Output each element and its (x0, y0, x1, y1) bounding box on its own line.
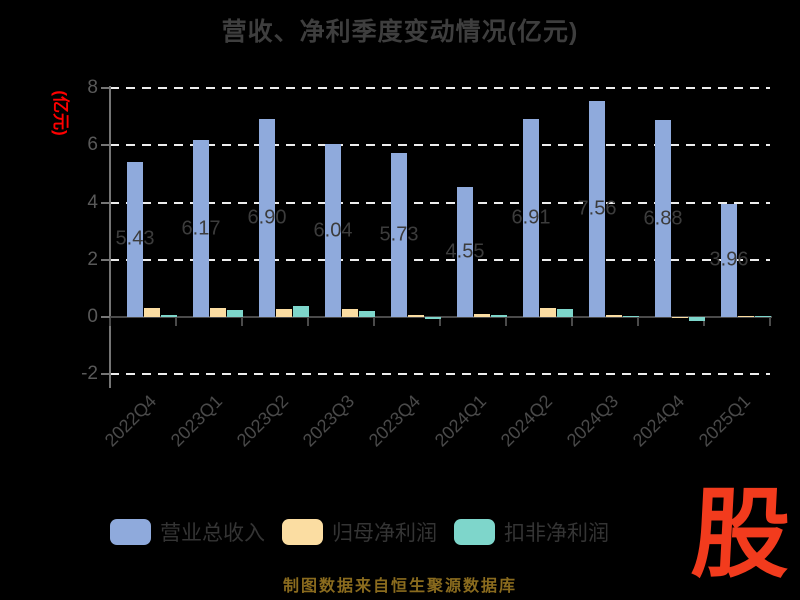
bar-revenue (655, 120, 671, 317)
bar-deducted-net-profit (623, 315, 639, 317)
bar-net-profit (672, 317, 688, 318)
bar-net-profit (210, 308, 226, 317)
bar-value-label: 4.55 (445, 240, 485, 263)
bar-net-profit (738, 315, 754, 317)
x-axis-tick (637, 318, 639, 326)
bar-value-label: 6.91 (511, 206, 551, 229)
y-axis-tick-label: -2 (81, 363, 98, 385)
legend-label-net-profit: 归母净利润 (332, 522, 437, 545)
bar-revenue (457, 186, 473, 317)
chart-title: 营收、净利季度变动情况(亿元) (221, 18, 579, 46)
x-axis-tick (703, 318, 705, 326)
x-axis-tick (505, 318, 507, 326)
bar-value-label: 3.96 (709, 248, 749, 271)
bar-deducted-net-profit (161, 314, 177, 317)
bar-value-label: 7.56 (577, 197, 617, 220)
bar-revenue (721, 203, 737, 317)
stock-watermark-logo: 股 (689, 479, 793, 589)
bar-revenue (325, 144, 341, 317)
x-axis-label: 2024Q2 (496, 391, 557, 451)
y-axis-tick (101, 373, 109, 376)
legend-swatch-deducted-profit-icon (454, 519, 495, 545)
bar-deducted-net-profit (227, 309, 243, 317)
bar-value-label: 6.17 (181, 217, 221, 240)
bar-deducted-net-profit (755, 316, 771, 318)
y-axis-tick-label: 0 (87, 306, 98, 327)
legend-label-deducted-profit: 扣非净利润 (504, 522, 609, 545)
bar-deducted-net-profit (557, 308, 573, 317)
gridline (110, 87, 770, 89)
x-axis-label: 2023Q4 (364, 391, 425, 451)
bar-revenue (193, 140, 209, 317)
x-axis-tick (175, 318, 177, 326)
bar-deducted-net-profit (359, 311, 375, 317)
y-axis-tick (101, 144, 109, 147)
x-axis-label: 2023Q2 (232, 391, 293, 451)
bar-net-profit (408, 315, 424, 317)
bar-revenue (259, 119, 275, 317)
y-axis-tick-label: 2 (87, 248, 98, 270)
legend-item-deducted-profit: 扣非净利润 (454, 517, 609, 547)
x-axis-tick (109, 318, 111, 326)
y-axis-line (109, 86, 111, 388)
bar-value-label: 5.43 (115, 227, 155, 250)
bar-revenue (523, 119, 539, 317)
gridline (110, 258, 770, 261)
gridline (110, 144, 770, 147)
legend-label-revenue: 营业总收入 (160, 522, 265, 545)
x-axis-label: 2023Q3 (298, 391, 359, 451)
bar-revenue (127, 161, 143, 317)
y-axis-tick (101, 258, 109, 261)
x-axis-tick (307, 318, 309, 326)
bar-revenue (589, 100, 605, 317)
x-axis-label: 2024Q3 (562, 391, 623, 451)
y-axis-tick (101, 316, 109, 318)
gridline (110, 373, 770, 376)
bar-net-profit (606, 314, 622, 317)
bar-deducted-net-profit (425, 317, 441, 319)
x-axis-baseline (110, 316, 772, 318)
y-axis-tick (101, 87, 109, 89)
bar-deducted-net-profit (689, 317, 705, 321)
x-axis-tick (439, 318, 441, 326)
legend-item-revenue: 营业总收入 (110, 517, 265, 547)
bar-deducted-net-profit (293, 306, 309, 317)
x-axis-label: 2022Q4 (100, 391, 161, 451)
gridline (110, 201, 770, 204)
y-axis-tick (101, 201, 109, 204)
x-axis-tick (571, 318, 573, 326)
legend-swatch-net-profit-icon (282, 519, 323, 545)
y-axis-tick-label: 8 (87, 77, 98, 98)
bar-net-profit (276, 308, 292, 317)
bar-value-label: 5.73 (379, 223, 419, 246)
x-axis-tick (769, 318, 771, 326)
legend-item-net-profit: 归母净利润 (282, 517, 437, 547)
legend-swatch-revenue-icon (110, 519, 151, 545)
x-axis-label: 2024Q4 (628, 391, 689, 451)
x-axis-tick (241, 318, 243, 326)
bar-net-profit (540, 308, 556, 317)
bar-value-label: 6.88 (643, 207, 683, 230)
x-axis-label: 2023Q1 (166, 391, 227, 451)
chart-legend: 营业总收入 归母净利润 扣非净利润 (110, 517, 609, 547)
bar-net-profit (144, 308, 160, 317)
bar-net-profit (342, 308, 358, 317)
bar-revenue (391, 152, 407, 317)
x-axis-tick (373, 318, 375, 326)
y-axis-tick-label: 6 (87, 134, 98, 156)
bar-value-label: 6.90 (247, 206, 287, 229)
bar-value-label: 6.04 (313, 219, 353, 242)
y-axis-tick-label: 4 (87, 191, 98, 213)
x-axis-label: 2025Q1 (694, 391, 755, 451)
bar-net-profit (474, 314, 490, 317)
x-axis-label: 2024Q1 (430, 391, 491, 451)
data-source-caption: 制图数据来自恒生聚源数据库 (282, 578, 517, 595)
bar-deducted-net-profit (491, 314, 507, 317)
